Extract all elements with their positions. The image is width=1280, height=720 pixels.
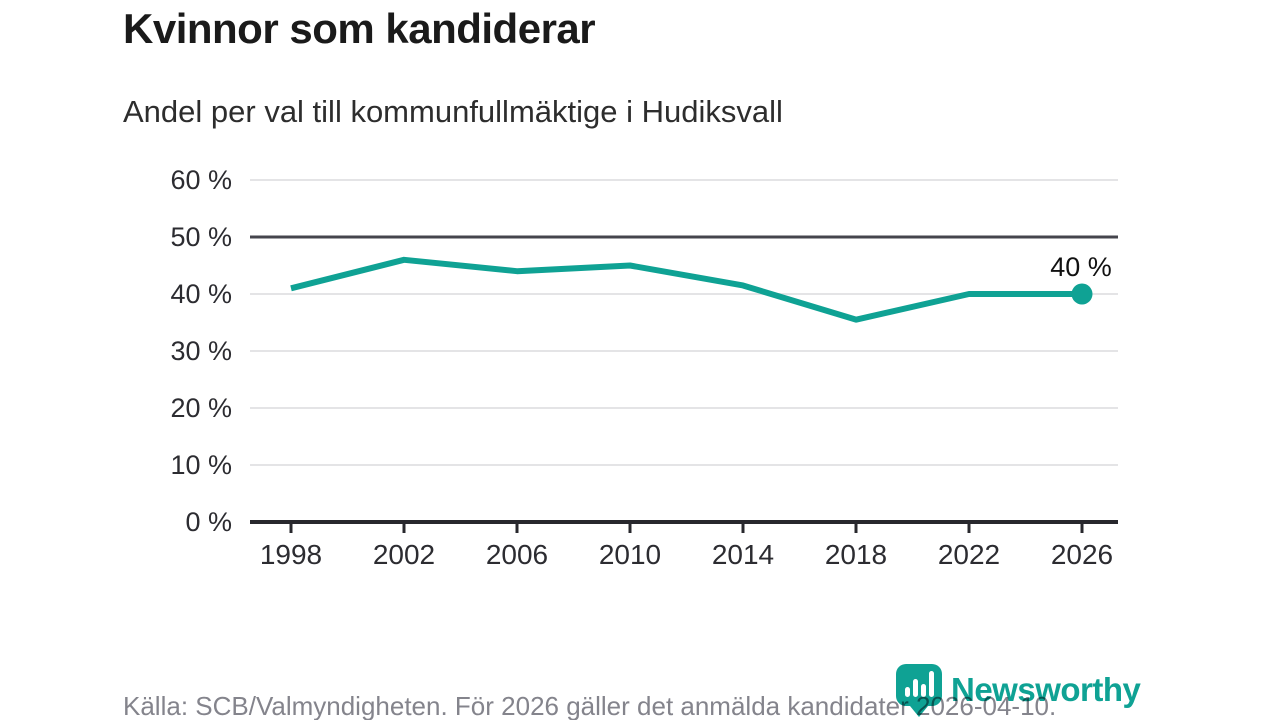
y-axis-labels: 0 % 10 % 20 % 30 % 40 % 50 % 60 % [0, 0, 232, 720]
chart-subtitle: Andel per val till kommunfullmäktige i H… [123, 94, 783, 129]
x-tick-label: 2026 [1050, 539, 1114, 570]
x-tick-label: 2014 [711, 539, 775, 570]
axis-group [250, 520, 1118, 533]
x-tick-label: 1998 [259, 539, 323, 570]
y-tick-label: 10 % [170, 450, 232, 480]
y-tick-label: 0 % [185, 507, 232, 537]
y-tick-label: 50 % [170, 222, 232, 252]
end-marker [1071, 283, 1093, 305]
y-tick-label: 40 % [170, 279, 232, 309]
data-line [290, 256, 1082, 323]
x-tick-label: 2006 [485, 539, 549, 570]
newsworthy-wordmark: Newsworthy [951, 671, 1141, 708]
newsworthy-logo: Newsworthy [896, 663, 1141, 717]
page-title: Kvinnor som kandiderar [123, 5, 596, 52]
gridlines-group [250, 179, 1118, 466]
x-tick-label: 2022 [937, 539, 1001, 570]
y-tick-label: 30 % [170, 336, 232, 366]
x-tick-label: 2002 [372, 539, 436, 570]
data-line-group [290, 256, 1093, 323]
x-tick-label: 2010 [598, 539, 662, 570]
data-point-label: 40 % [1050, 252, 1112, 282]
x-tick-label: 2018 [824, 539, 888, 570]
newsworthy-pin-barchart-icon [896, 663, 942, 717]
y-tick-label: 60 % [170, 165, 232, 195]
y-tick-label: 20 % [170, 393, 232, 423]
